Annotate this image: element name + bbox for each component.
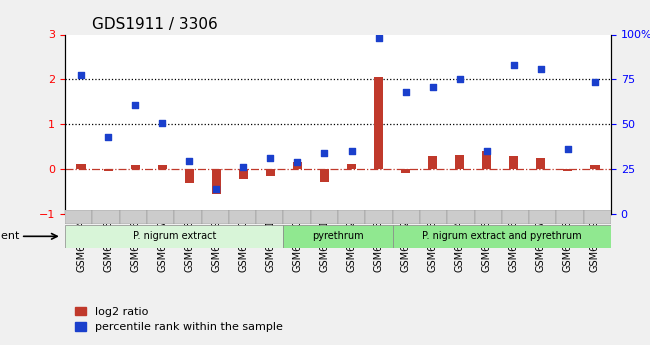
Text: pyrethrum: pyrethrum	[312, 231, 364, 241]
Bar	[428, 157, 437, 169]
FancyBboxPatch shape	[420, 210, 447, 224]
percentile rank within the sample	[211, 186, 222, 192]
percentile rank within the sample	[428, 85, 438, 90]
FancyBboxPatch shape	[311, 210, 338, 224]
percentile rank within the sample	[590, 80, 600, 85]
FancyBboxPatch shape	[474, 210, 502, 224]
Text: GDS1911 / 3306: GDS1911 / 3306	[92, 17, 218, 32]
FancyBboxPatch shape	[147, 210, 174, 224]
percentile rank within the sample	[400, 89, 411, 95]
FancyBboxPatch shape	[256, 210, 283, 224]
FancyBboxPatch shape	[120, 210, 147, 224]
FancyBboxPatch shape	[338, 210, 365, 224]
percentile rank within the sample	[157, 120, 168, 126]
percentile rank within the sample	[482, 148, 492, 154]
FancyBboxPatch shape	[365, 210, 393, 224]
Bar	[563, 169, 573, 171]
percentile rank within the sample	[265, 155, 276, 161]
Bar	[482, 151, 491, 169]
Bar	[77, 164, 86, 169]
Legend: log2 ratio, percentile rank within the sample: log2 ratio, percentile rank within the s…	[71, 302, 287, 337]
FancyBboxPatch shape	[65, 210, 92, 224]
Bar	[536, 158, 545, 169]
percentile rank within the sample	[292, 159, 303, 165]
FancyBboxPatch shape	[92, 210, 120, 224]
Bar	[347, 164, 356, 169]
FancyBboxPatch shape	[229, 210, 256, 224]
Bar	[590, 165, 599, 169]
Bar	[401, 169, 410, 172]
percentile rank within the sample	[103, 134, 114, 139]
FancyBboxPatch shape	[393, 225, 611, 248]
Bar	[157, 165, 167, 169]
Bar	[239, 169, 248, 179]
FancyBboxPatch shape	[65, 225, 283, 248]
Text: agent: agent	[0, 231, 20, 241]
Bar	[131, 166, 140, 169]
FancyBboxPatch shape	[529, 210, 556, 224]
Bar	[103, 169, 113, 171]
Text: P. nigrum extract and pyrethrum: P. nigrum extract and pyrethrum	[422, 231, 582, 241]
FancyBboxPatch shape	[556, 210, 584, 224]
FancyBboxPatch shape	[502, 210, 529, 224]
Bar	[509, 156, 519, 169]
percentile rank within the sample	[454, 77, 465, 82]
FancyBboxPatch shape	[393, 210, 420, 224]
Text: P. nigrum extract: P. nigrum extract	[133, 231, 216, 241]
percentile rank within the sample	[373, 35, 384, 40]
FancyBboxPatch shape	[202, 210, 229, 224]
percentile rank within the sample	[184, 158, 194, 164]
Bar	[212, 169, 221, 194]
percentile rank within the sample	[346, 148, 357, 154]
percentile rank within the sample	[508, 62, 519, 68]
Bar	[292, 162, 302, 169]
percentile rank within the sample	[238, 164, 248, 170]
FancyBboxPatch shape	[283, 210, 311, 224]
Bar	[185, 169, 194, 183]
Bar	[320, 169, 329, 181]
Bar	[266, 169, 275, 176]
FancyBboxPatch shape	[584, 210, 611, 224]
percentile rank within the sample	[76, 72, 86, 78]
percentile rank within the sample	[319, 150, 330, 156]
FancyBboxPatch shape	[447, 210, 474, 224]
percentile rank within the sample	[130, 102, 140, 108]
Bar	[455, 155, 464, 169]
FancyBboxPatch shape	[174, 210, 202, 224]
percentile rank within the sample	[536, 67, 546, 72]
Bar	[374, 77, 383, 169]
percentile rank within the sample	[562, 146, 573, 152]
FancyBboxPatch shape	[283, 225, 393, 248]
